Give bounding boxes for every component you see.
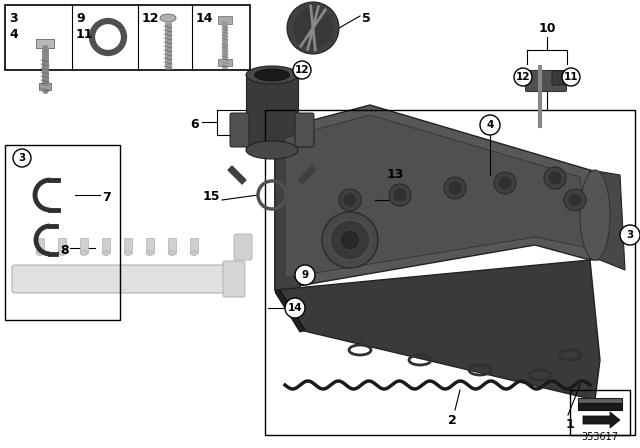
Bar	[58, 238, 66, 253]
Circle shape	[340, 230, 360, 250]
Circle shape	[293, 61, 311, 79]
Text: 10: 10	[538, 22, 556, 35]
Circle shape	[393, 188, 407, 202]
Ellipse shape	[168, 250, 176, 255]
Circle shape	[389, 184, 411, 206]
Bar	[36, 39, 54, 48]
Ellipse shape	[102, 250, 110, 255]
Polygon shape	[578, 398, 622, 403]
Circle shape	[620, 225, 640, 245]
Text: 12: 12	[516, 72, 531, 82]
Circle shape	[494, 172, 516, 194]
FancyBboxPatch shape	[552, 71, 568, 85]
Ellipse shape	[246, 141, 298, 159]
Text: 12: 12	[295, 65, 309, 75]
Ellipse shape	[58, 250, 66, 255]
Bar	[36, 238, 44, 253]
Ellipse shape	[580, 170, 610, 260]
Circle shape	[444, 177, 466, 199]
Polygon shape	[285, 115, 588, 278]
Text: 15: 15	[202, 190, 220, 202]
Text: 2: 2	[447, 414, 456, 427]
Bar	[5, 145, 120, 320]
Circle shape	[330, 220, 370, 260]
Circle shape	[544, 167, 566, 189]
FancyBboxPatch shape	[295, 113, 314, 147]
Text: 1: 1	[566, 418, 574, 431]
Text: 5: 5	[362, 12, 371, 25]
Circle shape	[285, 298, 305, 318]
Text: 12: 12	[142, 12, 159, 25]
Bar	[246, 75, 298, 150]
Bar	[80, 238, 88, 253]
Bar	[39, 83, 51, 90]
Ellipse shape	[246, 66, 298, 84]
Text: 14: 14	[288, 303, 302, 313]
Polygon shape	[275, 290, 305, 332]
Bar	[5, 5, 250, 70]
Circle shape	[568, 193, 582, 207]
Bar	[265, 110, 635, 435]
Bar	[168, 238, 176, 253]
Text: 11: 11	[76, 28, 93, 41]
Text: 9: 9	[76, 12, 84, 25]
Polygon shape	[578, 403, 622, 410]
FancyBboxPatch shape	[230, 113, 249, 147]
Polygon shape	[275, 105, 600, 290]
Ellipse shape	[160, 14, 176, 22]
Circle shape	[293, 8, 333, 48]
Polygon shape	[590, 170, 625, 270]
Text: 7: 7	[102, 191, 111, 204]
Circle shape	[564, 189, 586, 211]
Circle shape	[548, 171, 562, 185]
Circle shape	[498, 176, 512, 190]
Circle shape	[448, 181, 462, 195]
FancyBboxPatch shape	[12, 265, 233, 293]
Polygon shape	[583, 412, 620, 428]
Text: 4: 4	[9, 28, 18, 41]
Bar	[124, 238, 132, 253]
Ellipse shape	[190, 250, 198, 255]
Text: 11: 11	[564, 72, 579, 82]
Polygon shape	[275, 260, 600, 400]
Circle shape	[562, 68, 580, 86]
Ellipse shape	[80, 250, 88, 255]
Circle shape	[514, 68, 532, 86]
Ellipse shape	[36, 250, 44, 255]
Text: 4: 4	[486, 120, 493, 130]
Polygon shape	[275, 130, 300, 330]
Circle shape	[13, 149, 31, 167]
FancyBboxPatch shape	[234, 234, 252, 260]
Ellipse shape	[255, 69, 289, 81]
Text: 3: 3	[9, 12, 18, 25]
Text: 8: 8	[60, 244, 68, 257]
Circle shape	[480, 115, 500, 135]
Text: 3: 3	[19, 153, 26, 163]
Text: 13: 13	[387, 168, 404, 181]
Circle shape	[322, 212, 378, 268]
Circle shape	[339, 189, 361, 211]
Bar	[218, 16, 232, 24]
Text: 353617: 353617	[582, 432, 618, 442]
Circle shape	[287, 2, 339, 54]
Bar	[146, 238, 154, 253]
FancyBboxPatch shape	[223, 261, 245, 297]
FancyBboxPatch shape	[525, 70, 566, 91]
Bar	[190, 238, 198, 253]
Circle shape	[343, 193, 357, 207]
Text: 3: 3	[627, 230, 634, 240]
Text: 14: 14	[196, 12, 214, 25]
Ellipse shape	[124, 250, 132, 255]
Ellipse shape	[146, 250, 154, 255]
Bar	[102, 238, 110, 253]
Bar	[218, 59, 232, 66]
Text: 9: 9	[301, 270, 308, 280]
Text: 6: 6	[190, 118, 199, 131]
Circle shape	[295, 265, 315, 285]
Bar	[570, 390, 630, 435]
